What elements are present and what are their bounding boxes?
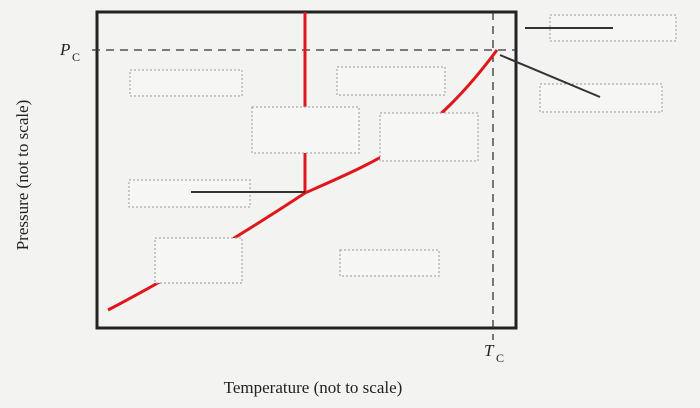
answer-box[interactable] xyxy=(129,69,243,97)
pointer-line xyxy=(499,54,601,98)
tc-symbol: T xyxy=(484,341,495,360)
answer-box[interactable] xyxy=(128,179,251,208)
answer-box[interactable] xyxy=(379,112,479,162)
answer-box[interactable] xyxy=(154,237,243,284)
tc-subscript: C xyxy=(496,351,504,365)
pc-subscript: C xyxy=(72,50,80,64)
answer-box[interactable] xyxy=(539,83,663,113)
x-axis-label: Temperature (not to scale) xyxy=(224,378,403,397)
answer-box[interactable] xyxy=(339,249,440,277)
answer-box[interactable] xyxy=(336,66,446,96)
answer-box[interactable] xyxy=(251,106,360,154)
pc-symbol: P xyxy=(59,40,70,59)
y-axis-label: Pressure (not to scale) xyxy=(13,100,32,251)
